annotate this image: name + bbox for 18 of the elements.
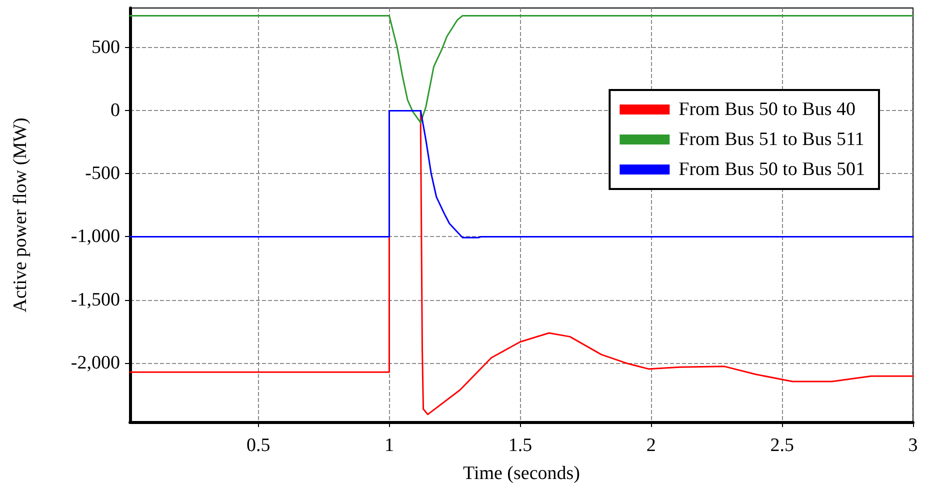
- x-tick-label: 2: [646, 435, 656, 456]
- x-tick-label: 1: [384, 435, 394, 456]
- y-tick-label: 0: [110, 100, 120, 122]
- y-tick-label: -500: [85, 163, 120, 184]
- y-axis-title: Active power flow (MW): [10, 118, 31, 312]
- legend-label: From Bus 51 to Bus 511: [678, 129, 864, 150]
- line-series: [129, 14, 914, 124]
- x-axis-title: Time (seconds): [463, 463, 580, 484]
- y-tick-label: -1,500: [70, 289, 120, 310]
- x-tick-label: 0.5: [246, 435, 270, 456]
- x-tick-label: 2.5: [770, 435, 794, 456]
- legend-label: From Bus 50 to Bus 40: [678, 99, 856, 120]
- y-tick-label: -2,000: [70, 352, 120, 374]
- y-tick-label: -1,000: [70, 226, 120, 248]
- legend-label: From Bus 50 to Bus 501: [678, 159, 866, 180]
- x-tick-label: 1.5: [508, 435, 532, 456]
- x-tick-label: 3: [908, 435, 918, 456]
- y-tick-label: 500: [92, 37, 120, 58]
